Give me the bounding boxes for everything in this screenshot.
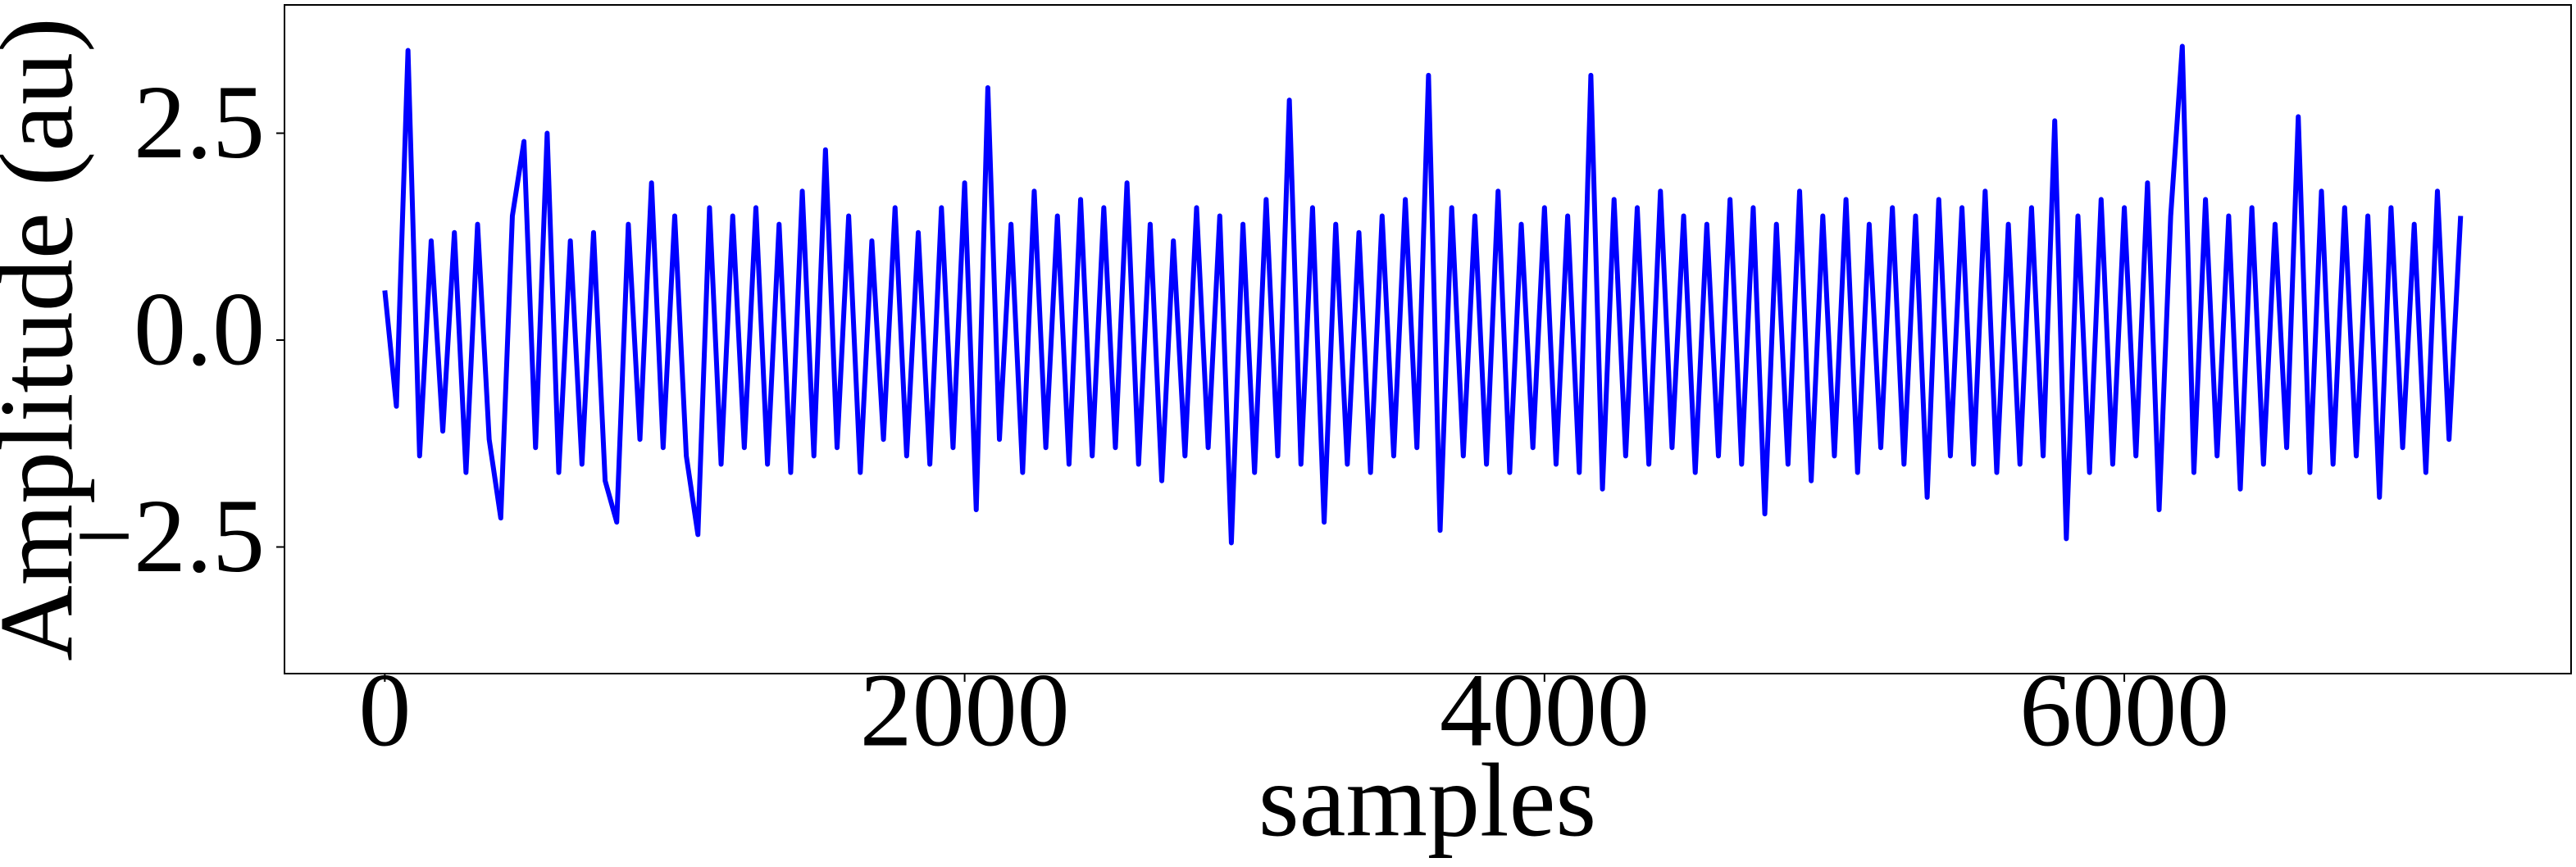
x-tick-label: 4000 bbox=[1440, 651, 1650, 768]
plot-frame bbox=[284, 4, 2572, 674]
x-tick-label: 6000 bbox=[2019, 651, 2229, 768]
signal-line bbox=[382, 43, 2464, 546]
y-tick-label: −2.5 bbox=[75, 478, 265, 594]
y-tick-label: 0.0 bbox=[134, 270, 265, 387]
x-tick-label: 0 bbox=[358, 651, 411, 768]
x-tick-label: 2000 bbox=[860, 651, 1070, 768]
y-axis-label: Amplitude (au) bbox=[0, 17, 94, 661]
y-tick-label: 2.5 bbox=[134, 64, 265, 180]
x-axis-label: samples bbox=[1258, 742, 1596, 858]
